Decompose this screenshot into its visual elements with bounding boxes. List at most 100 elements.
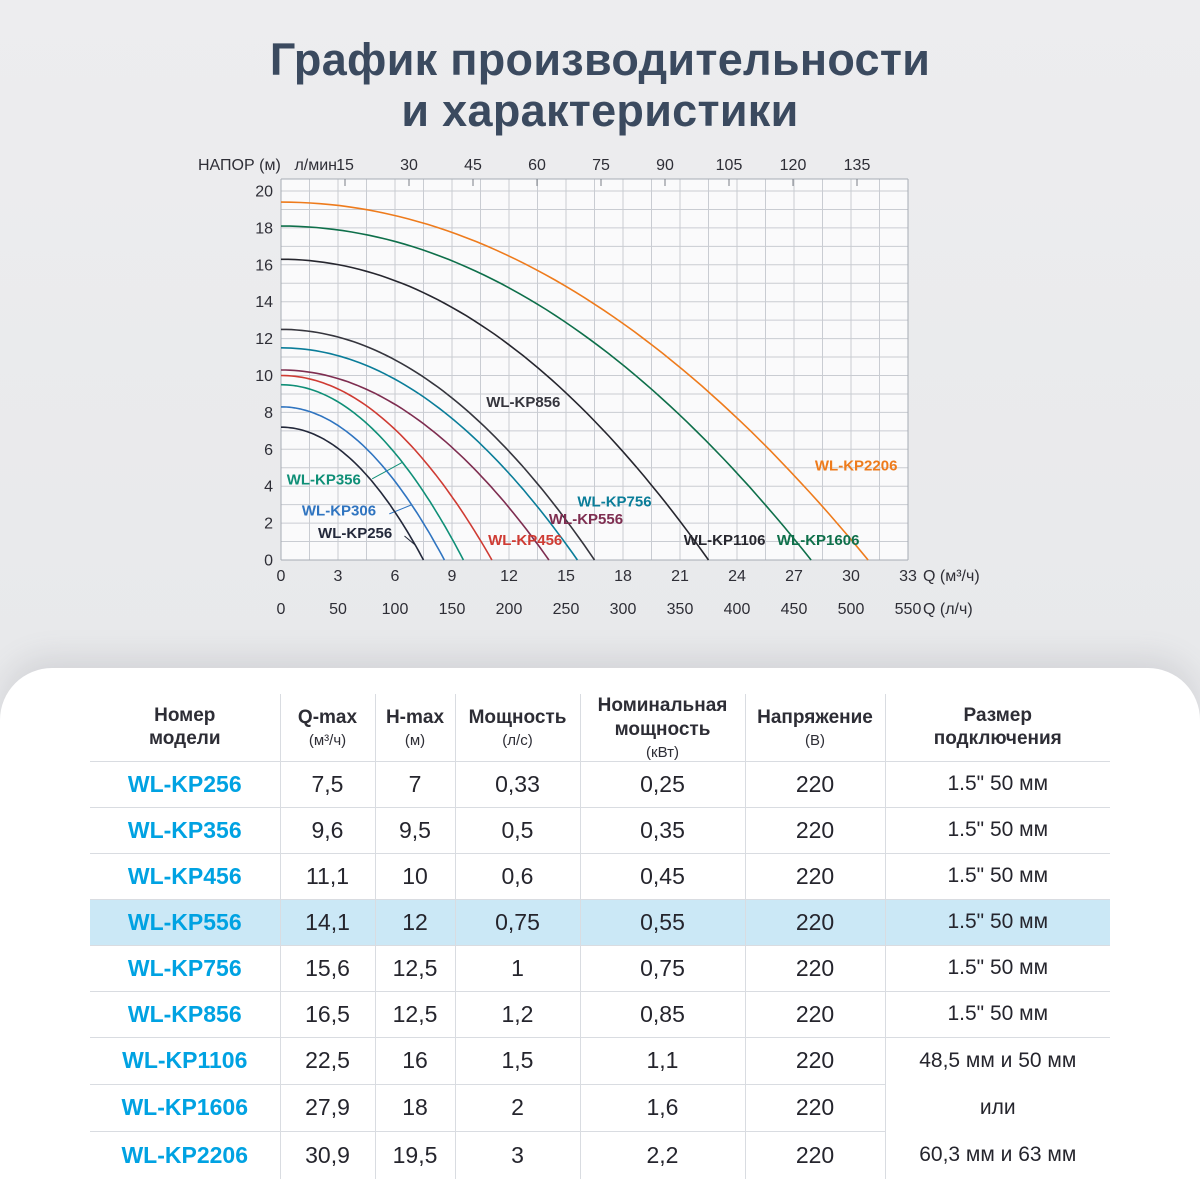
q-m3h-tick: 24 bbox=[728, 568, 746, 585]
cell-hmax: 12,5 bbox=[375, 945, 456, 992]
cell-voltage: 220 bbox=[745, 761, 886, 808]
q-m3h-tick: 18 bbox=[614, 568, 632, 585]
cell-nominal: 0,35 bbox=[580, 807, 746, 854]
spec-row-WL-KP556: WL-KP556 14,1 12 0,75 0,55 220 1.5" 50 мм bbox=[90, 899, 1110, 946]
spec-row-WL-KP456: WL-KP456 11,1 10 0,6 0,45 220 1.5" 50 мм bbox=[90, 853, 1110, 900]
spec-body: WL-KP256 7,5 7 0,33 0,25 220 1.5" 50 мм WL-KP35… bbox=[90, 761, 1110, 1179]
cell-model: WL-KP756 bbox=[90, 945, 281, 992]
cell-hmax: 19,5 bbox=[375, 1131, 456, 1179]
lpm-tick: 15 bbox=[336, 157, 354, 174]
cell-qmax: 7,5 bbox=[280, 761, 376, 808]
spec-table: Номер модели Q-max (м³/ч) H-max (м) Мощность(… bbox=[90, 694, 1110, 1179]
cell-size: 1.5" 50 мм bbox=[885, 761, 1110, 808]
head-tick: 4 bbox=[264, 479, 273, 496]
curve-label-WL-KP2206: WL-KP2206 bbox=[815, 458, 898, 475]
cell-nominal: 0,25 bbox=[580, 761, 746, 808]
cell-power: 0,33 bbox=[455, 761, 581, 808]
title-line-1: График производительности bbox=[269, 34, 931, 85]
lpm-tick: 60 bbox=[528, 157, 546, 174]
cell-nominal: 0,45 bbox=[580, 853, 746, 900]
head-tick: 0 bbox=[264, 553, 273, 570]
cell-model: WL-KP356 bbox=[90, 807, 281, 854]
cell-model: WL-KP856 bbox=[90, 991, 281, 1038]
cell-size: 1.5" 50 мм bbox=[885, 853, 1110, 900]
lpm-axis-label: л/мин bbox=[294, 157, 337, 174]
spec-row-WL-KP756: WL-KP756 15,6 12,5 1 0,75 220 1.5" 50 мм bbox=[90, 945, 1110, 992]
lpm-tick: 75 bbox=[592, 157, 610, 174]
head-tick: 6 bbox=[264, 442, 273, 459]
lpm-tick: 90 bbox=[656, 157, 674, 174]
col-header-power: Мощность (л/с) bbox=[455, 694, 581, 762]
cell-nominal: 0,55 bbox=[580, 899, 746, 946]
cell-hmax: 18 bbox=[375, 1084, 456, 1132]
col-header-model: Номер модели bbox=[90, 694, 281, 762]
col-header-hmax: H-max (м) bbox=[375, 694, 456, 762]
cell-model: WL-KP1606 bbox=[90, 1084, 281, 1132]
cell-power: 0,75 bbox=[455, 899, 581, 946]
col-header-qmax: Q-max (м³/ч) bbox=[280, 694, 376, 762]
cell-voltage: 220 bbox=[745, 945, 886, 992]
cell-qmax: 16,5 bbox=[280, 991, 376, 1038]
performance-chart: НАПОР (м) л/мин 15 30 45 60 75 90 105 120 13520181… bbox=[198, 157, 980, 618]
cell-nominal: 0,75 bbox=[580, 945, 746, 992]
cell-qmax: 9,6 bbox=[280, 807, 376, 854]
spec-row-WL-KP1106: WL-KP1106 22,5 16 1,5 1,1 220 48,5 мм и 50 мм и… bbox=[90, 1037, 1110, 1166]
cell-size: 1.5" 50 мм bbox=[885, 991, 1110, 1038]
curve-label-WL-KP1106: WL-KP1106 bbox=[684, 532, 766, 549]
q-lh-tick: 550 bbox=[895, 601, 922, 618]
size-line: или bbox=[979, 1096, 1016, 1119]
lpm-tick: 135 bbox=[844, 157, 871, 174]
cell-power: 1 bbox=[455, 945, 581, 992]
head-tick: 16 bbox=[255, 257, 273, 274]
cell-voltage: 220 bbox=[745, 807, 886, 854]
q-lh-tick: 350 bbox=[667, 601, 694, 618]
cell-size: 1.5" 50 мм bbox=[885, 807, 1110, 854]
cell-voltage: 220 bbox=[745, 1131, 886, 1179]
q-m3h-tick: 21 bbox=[671, 568, 689, 585]
head-tick: 20 bbox=[255, 184, 273, 201]
cell-qmax: 30,9 bbox=[280, 1131, 376, 1179]
curve-label-WL-KP356: WL-KP356 bbox=[287, 471, 361, 488]
cell-voltage: 220 bbox=[745, 853, 886, 900]
spec-row-WL-KP856: WL-KP856 16,5 12,5 1,2 0,85 220 1.5" 50 мм bbox=[90, 991, 1110, 1038]
cell-nominal: 1,6 bbox=[580, 1084, 746, 1132]
head-tick: 8 bbox=[264, 405, 273, 422]
curve-WL-KP856 bbox=[281, 328, 596, 561]
cell-model: WL-KP1106 bbox=[90, 1037, 281, 1085]
cell-power: 1,5 bbox=[455, 1037, 581, 1085]
size-line: 60,3 мм и 63 мм bbox=[919, 1143, 1077, 1166]
lpm-axis bbox=[344, 179, 858, 186]
cell-size: 1.5" 50 мм bbox=[885, 945, 1110, 992]
curve-WL-KP456 bbox=[280, 374, 493, 561]
col-header-size: Размер подключения bbox=[885, 694, 1110, 762]
cell-qmax: 27,9 bbox=[280, 1084, 376, 1132]
q-m3h-tick: 0 bbox=[277, 568, 286, 585]
curve-label-WL-KP756: WL-KP756 bbox=[577, 493, 651, 510]
lpm-tick: 105 bbox=[716, 157, 743, 174]
q-lh-tick: 400 bbox=[724, 601, 751, 618]
curve-WL-KP1606 bbox=[281, 225, 812, 561]
q-lh-axis-label: Q (л/ч) bbox=[923, 601, 973, 618]
cell-nominal: 2,2 bbox=[580, 1131, 746, 1179]
page-title: График производительности и характеристи… bbox=[0, 34, 1200, 137]
cell-voltage: 220 bbox=[745, 899, 886, 946]
leader-WL-KP356 bbox=[371, 461, 403, 480]
curve-label-WL-KP256: WL-KP256 bbox=[318, 525, 392, 542]
curve-WL-KP556 bbox=[281, 369, 550, 561]
cell-model: WL-KP456 bbox=[90, 853, 281, 900]
curve-label-WL-KP306: WL-KP306 bbox=[302, 503, 376, 520]
curve-WL-KP306 bbox=[281, 406, 446, 561]
cell-qmax: 14,1 bbox=[280, 899, 376, 946]
q-lh-tick: 300 bbox=[610, 601, 637, 618]
curve-WL-KP2206 bbox=[280, 201, 869, 561]
curve-WL-KP356 bbox=[280, 383, 465, 561]
cell-hmax: 9,5 bbox=[375, 807, 456, 854]
spec-row-WL-KP356: WL-KP356 9,6 9,5 0,5 0,35 220 1.5" 50 мм bbox=[90, 807, 1110, 854]
curve-label-WL-KP556: WL-KP556 bbox=[549, 511, 623, 528]
cell-nominal: 1,1 bbox=[580, 1037, 746, 1085]
curve-label-WL-KP456: WL-KP456 bbox=[488, 532, 562, 549]
curve-WL-KP256 bbox=[281, 426, 425, 561]
spec-row-WL-KP2206: WL-KP2206 30,9 19,5 3 2,2 220 bbox=[90, 1131, 1110, 1179]
cell-power: 3 bbox=[455, 1131, 581, 1179]
